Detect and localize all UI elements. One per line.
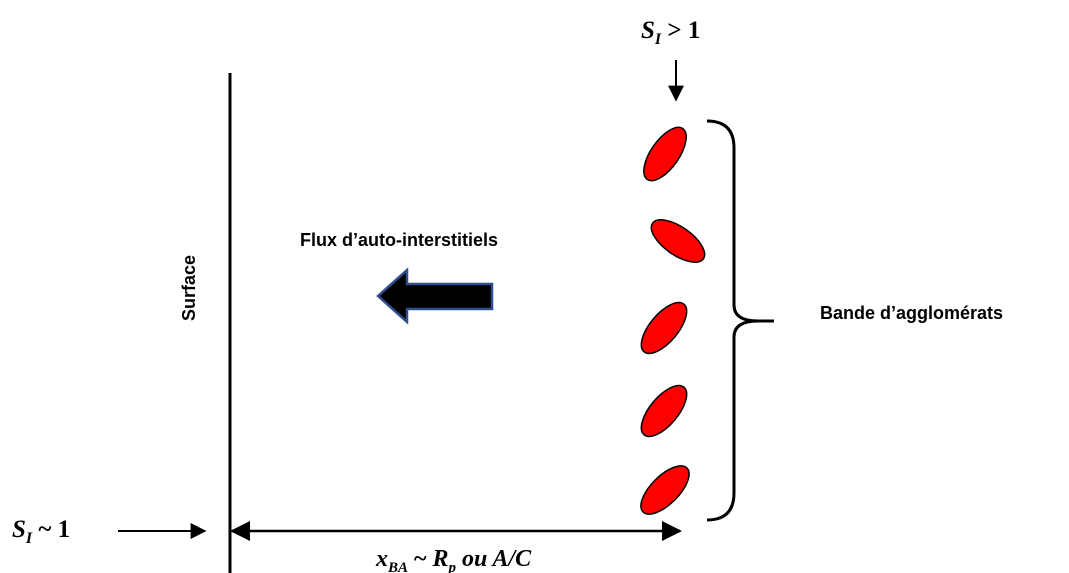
flux-arrow [376, 267, 494, 325]
cluster-2 [650, 219, 706, 263]
cluster-1 [643, 126, 687, 182]
surface-label: Surface [179, 255, 199, 321]
band-label: Bande d’agglomérats [820, 303, 1003, 323]
cluster-3 [640, 301, 688, 355]
si-top-label: SI > 1 [641, 17, 700, 48]
cluster-5 [640, 465, 690, 515]
band-brace [706, 119, 774, 522]
flux-label: Flux d’auto-interstitiels [300, 230, 498, 250]
cluster-4 [640, 384, 688, 438]
distance-label: xBA ~ Rp ou A/C [375, 546, 532, 573]
si-left-label: SI ~ 1 [12, 516, 70, 547]
cluster-band [640, 126, 706, 515]
